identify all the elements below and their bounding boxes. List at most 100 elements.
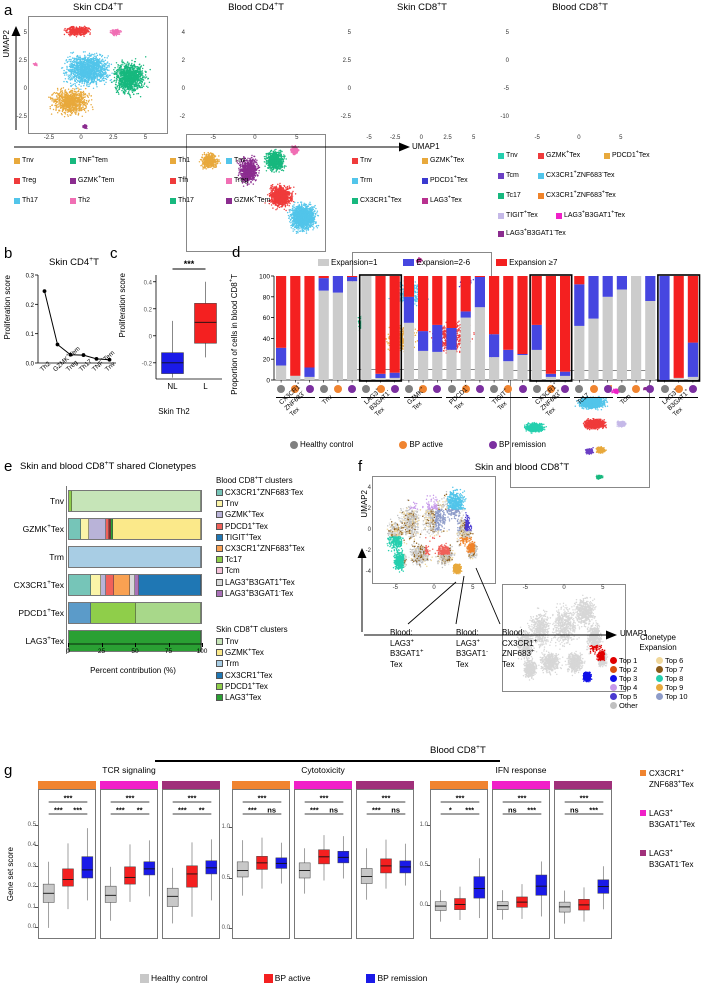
panel-e-bar-segment	[112, 519, 201, 539]
panel-e-bar-segment	[69, 547, 201, 567]
panel-g-condition-legend-item: Healthy control	[140, 973, 208, 983]
legend-swatch	[538, 172, 544, 179]
legend-label: CX3CR1+Tex	[225, 670, 272, 680]
panel-g-cluster-band	[356, 781, 414, 789]
donor-legend-item: Healthy control	[290, 440, 353, 449]
clonetype-legend-item: Top 1	[610, 656, 654, 665]
panel-e-bar-segment	[136, 603, 201, 623]
umap-xtick: 5	[289, 135, 305, 141]
panel-d-donor-dot	[532, 385, 541, 393]
legend-label: Trm	[360, 177, 372, 184]
panel-e-xtick-mark	[135, 643, 136, 647]
clonetype-legend-item: Top 5	[610, 692, 654, 701]
legend-item: Treg	[226, 177, 248, 184]
legend-item: GZMK+Tex	[216, 647, 272, 658]
legend-swatch	[538, 152, 544, 159]
panel-e-legend-blood-title: Blood CD8+T clusters	[216, 475, 293, 485]
legend-label: PDCD1+Tex	[612, 150, 650, 159]
legend-swatch	[318, 259, 329, 266]
panel-d-cluster-rule	[361, 397, 400, 398]
legend-swatch	[640, 810, 646, 816]
panel-e-bar-segment	[134, 575, 139, 595]
legend-item: Tcm	[216, 565, 305, 576]
panel-d-cluster-rule	[489, 397, 528, 398]
legend-dot	[610, 693, 617, 700]
panel-g-supertitle-rule	[155, 760, 500, 762]
legend-swatch	[422, 197, 428, 204]
legend-dot	[610, 675, 617, 682]
panel-e-xtick: 100	[192, 648, 212, 655]
panel-f-ytick: -2	[360, 548, 371, 554]
legend-swatch	[216, 533, 223, 541]
legend-label: TIGIT+Tex	[225, 532, 261, 542]
panel-g-ytick-mark	[35, 845, 38, 847]
panel-e-bar-segment	[69, 491, 72, 511]
panel-d-donor-dot	[419, 385, 428, 393]
clonetype-legend-item: Top 8	[656, 674, 700, 683]
legend-label: Tfh	[178, 177, 188, 184]
legend-item: PDCD1+Tex	[422, 175, 468, 184]
panel-g-cluster-legend-item: LAG3+ B3GAT1+Tex	[640, 808, 695, 830]
umap1-axis-label: UMAP1	[412, 142, 440, 151]
panel-d-cluster-rule	[276, 397, 315, 398]
panel-g-cluster-band	[554, 781, 612, 789]
expansion-legend-item: Expansion ≥7	[496, 258, 558, 267]
panel-e-bar-segment	[80, 519, 89, 539]
panel-d-cluster-rule	[574, 397, 613, 398]
panel-e-bar-segment	[69, 575, 92, 595]
legend-swatch	[216, 694, 223, 702]
panel-d-donor-dot	[546, 385, 555, 393]
clonetype-legend-item: Other	[610, 701, 654, 710]
legend-label: Th17	[22, 197, 38, 204]
legend-item: LAG3+Tex	[216, 692, 272, 703]
legend-item: LAG3+Tex	[422, 195, 462, 204]
legend-label: Th17	[178, 197, 194, 204]
panel-g-ytick: 0.0	[214, 925, 230, 931]
panel-d-donor-dot	[603, 385, 612, 393]
panel-d-cluster-rule	[446, 397, 485, 398]
legend-label: Tnv	[22, 157, 34, 164]
panel-d-cluster-rule	[318, 397, 358, 398]
legend-item: Treg	[14, 177, 36, 184]
legend-dot	[610, 702, 617, 709]
panel-f-ytick: 2	[360, 506, 371, 512]
panel-e-xtick-mark	[168, 643, 170, 647]
expansion-legend-item: Expansion=1	[318, 258, 377, 267]
legend-dot	[656, 675, 663, 682]
panel-d-donor-dot	[589, 385, 598, 393]
panel-g-condition-legend-item: BP remission	[366, 973, 427, 983]
umap-plot-0	[28, 16, 168, 134]
umap-xtick: -5	[529, 135, 545, 141]
umap-xtick: 0	[247, 135, 263, 141]
legend-label: Healthy control	[151, 973, 208, 983]
legend-item: TNF+Tem	[70, 155, 108, 164]
panel-e-row-label: CX3CR1+Tex	[0, 580, 64, 590]
panel-label-g: g	[4, 762, 12, 779]
legend-label: Top 8	[665, 674, 683, 683]
panel-e: Skin and blood CD8+T shared Clonetypes T…	[0, 458, 352, 748]
umap-ytick: -10	[497, 114, 509, 120]
legend-item: Th17	[14, 197, 38, 204]
panel-g-cluster-band	[430, 781, 488, 789]
panel-d-donor-dot	[319, 385, 328, 393]
legend-swatch	[216, 578, 223, 586]
panel-f-xtick: -5	[517, 585, 533, 591]
legend-swatch	[170, 157, 176, 164]
panel-f-annotation: Blood: LAG3+ B3GAT1- Tex	[456, 628, 488, 670]
panel-c-xlabel: Skin Th2	[130, 407, 218, 416]
panel-d-donor-dot	[674, 385, 683, 393]
legend-swatch	[538, 192, 544, 199]
panel-g-cluster-band	[162, 781, 220, 789]
legend-swatch	[216, 682, 223, 690]
panel-f-umap-1	[502, 584, 626, 692]
panel-g-ytick: 0.1	[20, 904, 36, 910]
panel-e-bar	[68, 518, 202, 540]
legend-dot	[610, 684, 617, 691]
panel-g-ytick-mark	[35, 865, 38, 867]
legend-label: Tnv	[225, 499, 238, 508]
legend-swatch	[352, 157, 358, 164]
donor-legend-item: BP active	[399, 440, 443, 449]
legend-dot	[656, 684, 663, 691]
legend-label: Other	[619, 701, 638, 710]
